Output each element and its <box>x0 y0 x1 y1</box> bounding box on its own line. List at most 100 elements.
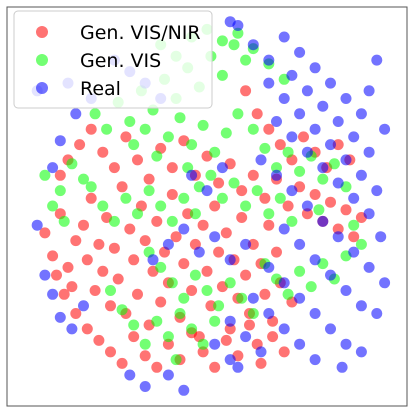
point-gen-vis <box>282 146 294 158</box>
point-real <box>371 185 383 197</box>
point-real <box>31 219 43 231</box>
point-gen-vis <box>201 285 213 296</box>
legend-label-real: Real <box>80 78 121 100</box>
point-real <box>240 331 252 343</box>
point-real <box>66 323 78 335</box>
point-real <box>332 231 344 243</box>
point-real <box>371 54 383 66</box>
point-real <box>336 361 348 373</box>
point-real <box>54 135 66 147</box>
point-gen-vis-nir <box>66 281 78 293</box>
point-gen-vis <box>263 208 275 220</box>
point-real <box>255 154 267 166</box>
point-real <box>363 261 375 273</box>
point-gen-vis-nir <box>255 357 267 369</box>
point-real <box>332 116 344 127</box>
legend-label-gen-vis-nir: Gen. VIS/NIR <box>80 22 201 44</box>
point-gen-vis-nir <box>186 285 198 296</box>
point-real <box>294 108 306 120</box>
point-gen-vis-nir <box>128 254 140 266</box>
point-gen-vis-nir <box>97 265 109 277</box>
point-real <box>340 285 352 296</box>
point-gen-vis <box>197 119 209 131</box>
point-gen-vis-nir <box>112 273 124 285</box>
point-real <box>294 238 306 250</box>
point-gen-vis <box>271 162 282 174</box>
point-real <box>332 177 344 189</box>
point-gen-vis-nir <box>151 215 163 227</box>
point-gen-vis <box>274 192 286 204</box>
point-gen-vis <box>101 123 113 135</box>
point-gen-vis <box>294 265 306 277</box>
point-gen-vis-nir <box>170 231 182 243</box>
point-real <box>278 223 290 235</box>
point-gen-vis <box>355 238 367 250</box>
point-real <box>224 254 236 266</box>
point-real <box>286 69 298 81</box>
point-gen-vis <box>89 108 101 120</box>
point-real <box>294 338 306 350</box>
point-real <box>309 62 321 74</box>
point-gen-vis-nir <box>51 269 62 281</box>
point-real <box>355 169 367 181</box>
point-gen-vis-nir <box>89 285 101 296</box>
point-real <box>325 323 336 335</box>
point-gen-vis <box>162 131 174 143</box>
point-real <box>209 231 221 243</box>
point-gen-vis-nir <box>143 173 155 185</box>
point-gen-vis-nir <box>236 185 248 197</box>
point-real <box>317 162 329 174</box>
point-gen-vis <box>85 181 97 193</box>
point-gen-vis <box>216 69 228 81</box>
point-gen-vis <box>197 338 209 350</box>
point-real <box>224 315 236 327</box>
point-gen-vis-nir <box>224 323 236 335</box>
point-gen-vis <box>251 185 263 197</box>
point-real <box>193 246 205 258</box>
point-real <box>209 338 221 350</box>
point-gen-vis <box>189 269 201 281</box>
point-real <box>379 123 391 135</box>
point-gen-vis-nir <box>325 196 336 208</box>
point-gen-vis <box>116 304 128 316</box>
point-real <box>162 369 174 381</box>
point-real <box>263 261 275 273</box>
point-gen-vis-nir <box>197 346 209 358</box>
point-gen-vis <box>305 281 317 293</box>
point-gen-vis <box>294 165 306 177</box>
point-real <box>363 146 375 158</box>
point-gen-vis <box>120 192 132 204</box>
point-gen-vis <box>232 108 244 120</box>
legend-marker-gen-vis-nir <box>36 26 48 38</box>
point-gen-vis-nir <box>213 246 225 258</box>
point-real <box>70 108 82 120</box>
legend-box <box>13 10 213 109</box>
point-gen-vis-nir <box>166 189 178 200</box>
point-real <box>271 116 282 127</box>
point-real <box>309 354 321 366</box>
point-gen-vis-nir <box>282 200 294 212</box>
point-gen-vis-nir <box>205 300 217 312</box>
point-gen-vis <box>78 173 89 185</box>
point-real <box>186 169 198 181</box>
point-real <box>309 308 321 319</box>
point-gen-vis-nir <box>93 334 105 346</box>
point-real <box>39 269 51 281</box>
point-gen-vis-nir <box>93 238 105 250</box>
point-gen-vis-nir <box>162 338 174 350</box>
point-real <box>139 381 151 392</box>
point-gen-vis-nir <box>240 269 252 281</box>
point-gen-vis-nir <box>178 258 190 270</box>
point-gen-vis-nir <box>108 162 120 174</box>
point-real <box>348 131 360 143</box>
point-gen-vis <box>47 200 59 212</box>
point-gen-vis-nir <box>247 238 259 250</box>
point-gen-vis-nir <box>39 227 51 239</box>
point-gen-vis <box>97 200 109 212</box>
point-gen-vis-nir <box>301 208 313 220</box>
point-gen-vis-nir <box>209 361 221 373</box>
point-gen-vis-nir <box>74 139 86 151</box>
point-real <box>317 215 329 227</box>
point-gen-vis <box>151 150 163 162</box>
point-gen-vis-nir <box>220 334 232 346</box>
